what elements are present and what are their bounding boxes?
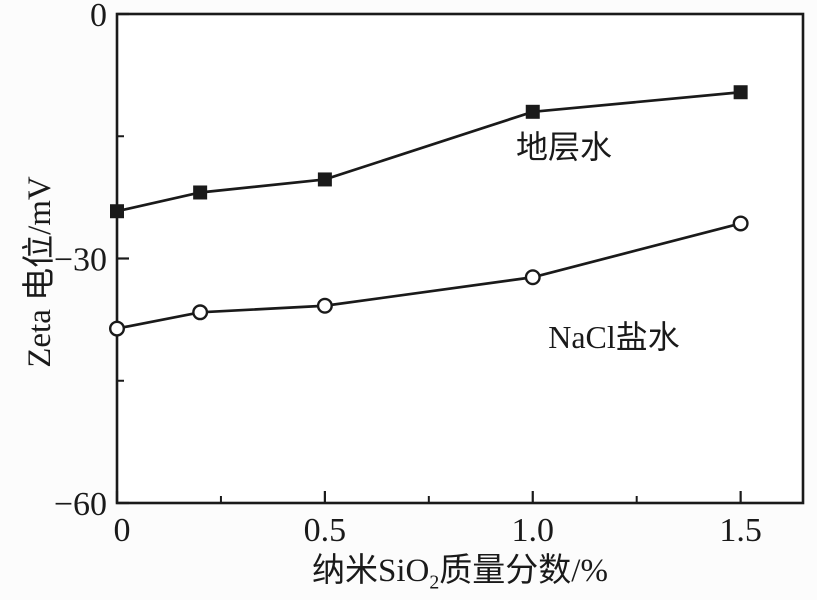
x-tick-label: 0 <box>114 512 131 549</box>
filled-square-marker <box>733 85 748 100</box>
open-circle-marker <box>732 215 749 232</box>
y-tick-label: −30 <box>54 242 107 279</box>
x-axis-title-subscript: 2 <box>429 571 440 594</box>
y-tick-label: −60 <box>54 486 107 523</box>
x-tick-label: 1.5 <box>719 512 762 549</box>
series-label-formation-water: 地层水 <box>515 129 613 165</box>
plot-border <box>115 12 805 505</box>
x-tick-label: 1.0 <box>512 512 555 549</box>
x-axis-title-prefix: 纳米SiO <box>312 553 430 589</box>
filled-square-marker <box>525 104 540 119</box>
open-circle-marker <box>108 320 125 337</box>
open-circle-marker <box>524 269 541 286</box>
y-axis-title: Zeta 电位/mV <box>22 176 58 368</box>
filled-square-marker <box>110 204 124 219</box>
x-tick-label: 0.5 <box>304 512 347 549</box>
filled-square-marker <box>317 172 332 187</box>
y-tick-label: 0 <box>90 0 107 34</box>
x-axis-title-suffix: 质量分数/% <box>439 553 608 589</box>
open-circle-marker <box>192 304 209 321</box>
series-label-nacl-brine: NaCl盐水 <box>548 319 680 355</box>
filled-square-marker <box>193 185 208 200</box>
open-circle-marker <box>316 297 333 314</box>
x-axis-title: 纳米SiO2质量分数/% <box>312 543 608 594</box>
